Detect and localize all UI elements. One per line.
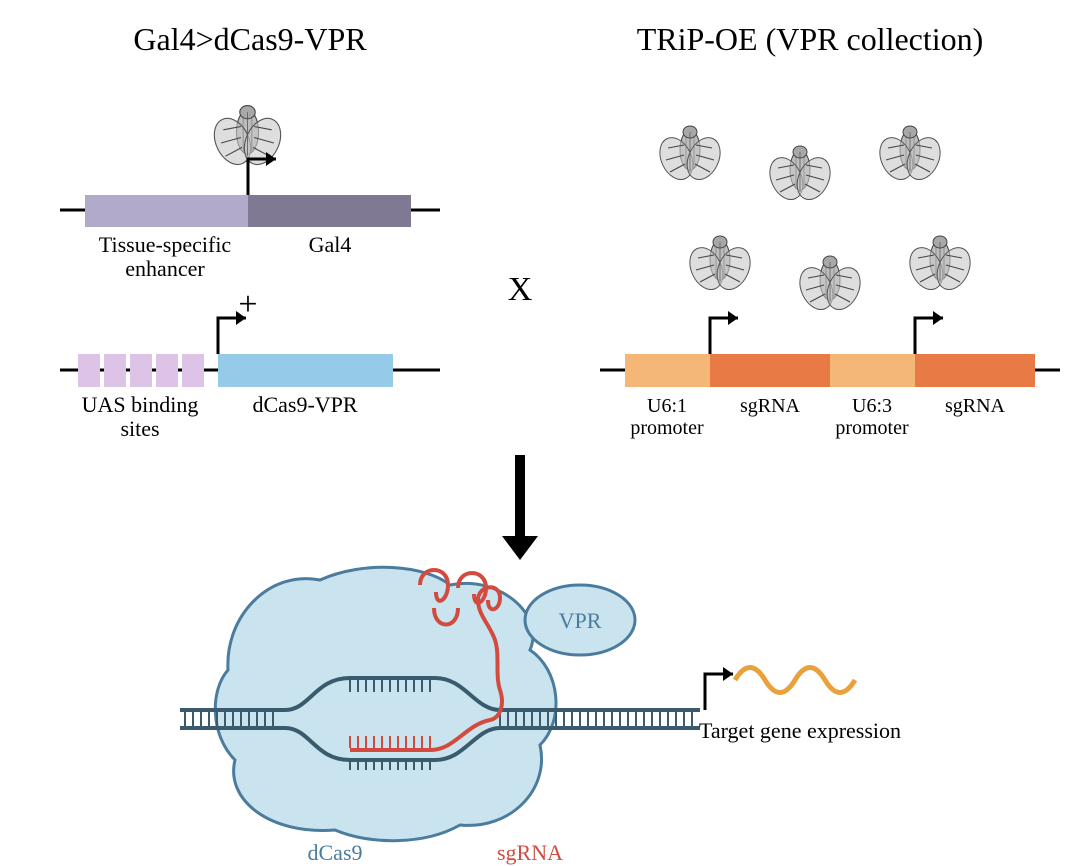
- sgrna1-box: [710, 354, 830, 387]
- dcas9vpr-label: dCas9-VPR: [252, 392, 357, 417]
- fly-collection: [653, 126, 976, 315]
- enhancer-box: [85, 195, 248, 227]
- vpr-label: VPR: [559, 608, 602, 633]
- sgrna1-label: sgRNA: [740, 395, 801, 417]
- u61-label2: promoter: [630, 417, 704, 439]
- enhancer-label2: enhancer: [125, 256, 205, 281]
- u63-box: [830, 354, 915, 387]
- uas-boxes: [78, 354, 204, 387]
- u63-label2: promoter: [835, 417, 909, 439]
- target-label: Target gene expression: [699, 718, 901, 743]
- u61-box: [625, 354, 710, 387]
- dcas9-blob: [215, 567, 556, 840]
- promoter-arrow-c2: [218, 311, 246, 354]
- sgrna2-label: sgRNA: [945, 395, 1006, 417]
- promoter-arrow-r2: [915, 311, 943, 354]
- down-arrow: [502, 455, 538, 560]
- sgrna-label: sgRNA: [497, 840, 563, 865]
- u63-label1: U6:3: [852, 395, 892, 417]
- promoter-arrow-target: [705, 667, 733, 710]
- cross-sign: X: [508, 271, 533, 308]
- dcas9vpr-box: [218, 354, 393, 387]
- dcas9-label: dCas9: [308, 840, 363, 865]
- gal4-label: Gal4: [309, 232, 352, 257]
- promoter-arrow-c1: [248, 152, 276, 195]
- u61-label1: U6:1: [647, 395, 687, 417]
- crispr-complex: VPR Target gene expression dCas9 sgRNA: [180, 567, 901, 865]
- right-title: TRiP-OE (VPR collection): [637, 21, 984, 57]
- mrna-wiggle: [735, 668, 855, 693]
- gal4-box: [248, 195, 411, 227]
- uas-label1: UAS binding: [82, 392, 199, 417]
- promoter-arrow-r1: [710, 311, 738, 354]
- enhancer-label1: Tissue-specific: [99, 232, 232, 257]
- uas-label2: sites: [120, 416, 159, 441]
- left-title: Gal4>dCas9-VPR: [133, 21, 367, 57]
- sgrna2-box: [915, 354, 1035, 387]
